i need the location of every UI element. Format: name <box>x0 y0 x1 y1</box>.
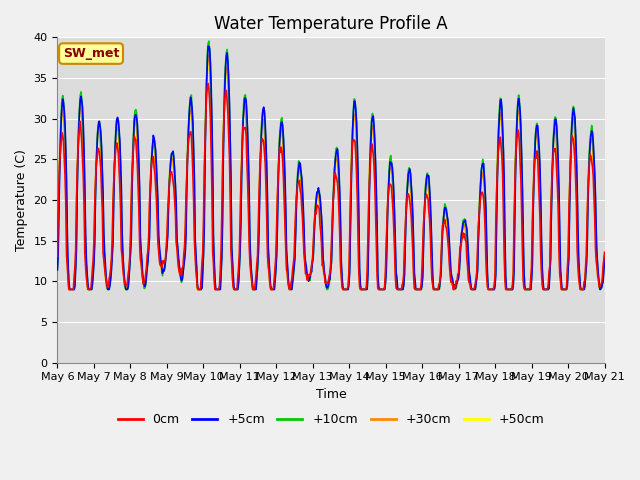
Legend: 0cm, +5cm, +10cm, +30cm, +50cm: 0cm, +5cm, +10cm, +30cm, +50cm <box>113 408 550 431</box>
Y-axis label: Temperature (C): Temperature (C) <box>15 149 28 251</box>
Title: Water Temperature Profile A: Water Temperature Profile A <box>214 15 448 33</box>
Text: SW_met: SW_met <box>63 47 119 60</box>
X-axis label: Time: Time <box>316 388 346 401</box>
